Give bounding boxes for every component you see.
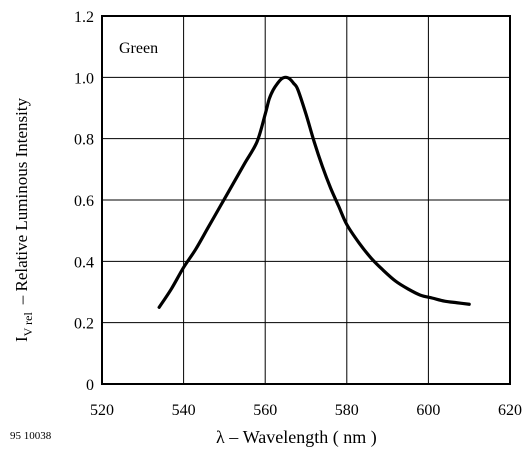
x-tick-labels: 520 540 560 580 600 620	[90, 402, 522, 419]
x-axis-label-text: – Wavelength ( nm )	[229, 427, 377, 447]
y-tick-label: 0	[86, 377, 94, 394]
legend-label-green: Green	[119, 40, 158, 57]
grid-lines	[102, 16, 510, 384]
x-axis-label: λ – Wavelength ( nm )	[216, 427, 377, 448]
x-tick-label: 620	[498, 402, 522, 419]
x-tick-label: 560	[253, 402, 277, 419]
x-axis-label-symbol: λ	[216, 427, 225, 447]
x-tick-label: 580	[335, 402, 359, 419]
x-tick-label: 520	[90, 402, 114, 419]
y-axis-label-subscript: V rel	[21, 312, 35, 337]
y-axis-label-text: – Relative Luminous Intensity	[12, 97, 31, 305]
y-tick-label: 1.2	[74, 9, 94, 26]
y-axis-label-symbol: I	[12, 336, 31, 342]
x-tick-label: 600	[416, 402, 440, 419]
series-line-green	[157, 75, 471, 309]
y-tick-labels: 0 0.2 0.4 0.6 0.8 1.0 1.2	[74, 9, 94, 394]
x-tick-label: 540	[172, 402, 196, 419]
document-code: 95 10038	[10, 430, 52, 442]
y-tick-label: 0.4	[74, 254, 94, 271]
y-tick-label: 0.8	[74, 132, 94, 149]
y-tick-label: 0.2	[74, 316, 94, 333]
y-tick-label: 1.0	[74, 70, 94, 87]
y-tick-label: 0.6	[74, 193, 94, 210]
plot-frame	[101, 15, 511, 385]
y-axis-label: IV rel – Relative Luminous Intensity	[12, 97, 35, 342]
